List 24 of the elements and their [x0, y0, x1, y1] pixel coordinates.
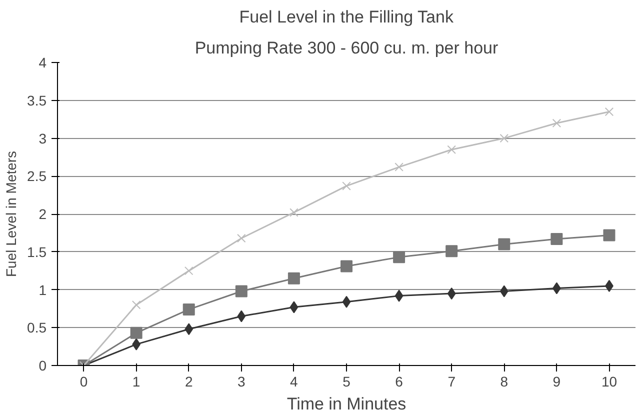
y-tick-label: 3.5: [27, 92, 47, 108]
y-tick-label: 0.5: [27, 320, 47, 336]
y-tick-label: 2.5: [27, 168, 47, 184]
x-tick-label: 6: [395, 374, 404, 390]
x-tick-label: 9: [552, 374, 561, 390]
x-tick-label: 0: [80, 374, 88, 390]
x-tick-label: 2: [184, 374, 193, 390]
y-tick-label: 4: [38, 54, 47, 70]
y-tick-label: 3: [38, 130, 47, 146]
chart-title: Fuel Level in the Filling Tank: [239, 8, 454, 26]
chart-subtitle: Pumping Rate 300 - 600 cu. m. per hour: [194, 38, 499, 58]
y-tick-label: 0: [38, 358, 47, 374]
y-tick-label: 1: [38, 282, 47, 298]
y-axis-title: Fuel Level in Meters: [3, 150, 20, 278]
x-tick-label: 4: [290, 374, 298, 390]
y-tick-label: 1.5: [27, 244, 47, 260]
x-tick-label: 5: [342, 374, 351, 390]
x-tick-label: 7: [448, 374, 456, 390]
x-axis-title: Time in Minutes: [286, 394, 406, 414]
x-tick-label: 3: [238, 374, 246, 390]
x-tick-label: 1: [132, 374, 140, 390]
y-tick-label: 2: [38, 206, 47, 222]
x-tick-label: 10: [601, 374, 618, 390]
x-tick-label: 8: [500, 374, 508, 390]
